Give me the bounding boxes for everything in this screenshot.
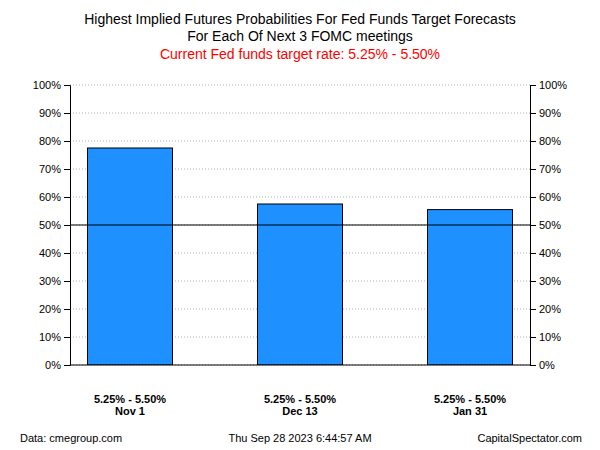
tick-label: 20% bbox=[539, 303, 561, 315]
tick: 80% bbox=[39, 135, 70, 147]
tick: 30% bbox=[39, 275, 70, 287]
tick-mark bbox=[64, 197, 70, 198]
tick-mark bbox=[530, 225, 536, 226]
tick-label: 10% bbox=[39, 331, 61, 343]
tick: 40% bbox=[39, 247, 70, 259]
tick-label: 30% bbox=[39, 275, 61, 287]
tick-mark bbox=[64, 141, 70, 142]
tick: 10% bbox=[530, 331, 561, 343]
tick: 30% bbox=[530, 275, 561, 287]
tick-label: 70% bbox=[539, 163, 561, 175]
tick-mark bbox=[530, 365, 536, 366]
tick-label: 90% bbox=[39, 107, 61, 119]
tick: 5.25% - 5.50%Jan 31 bbox=[434, 393, 506, 417]
tick-label: 50% bbox=[39, 219, 61, 231]
tick-mark bbox=[64, 253, 70, 254]
tick: 80% bbox=[530, 135, 561, 147]
tick-label: 60% bbox=[539, 191, 561, 203]
tick-mark bbox=[64, 281, 70, 282]
subtitle: Current Fed funds target rate: 5.25% - 5… bbox=[160, 46, 440, 62]
bar bbox=[428, 210, 513, 365]
tick: 70% bbox=[530, 163, 561, 175]
axis-line bbox=[70, 365, 530, 366]
tick: 40% bbox=[530, 247, 561, 259]
tick-mark bbox=[530, 141, 536, 142]
tick-mark bbox=[64, 337, 70, 338]
title: Highest Implied Futures Probabilities Fo… bbox=[84, 11, 516, 27]
tick-mark bbox=[530, 113, 536, 114]
y2-axis: 0% 10% 20% 30% 40% 50% 60% 70% 80% 90% 100% bbox=[530, 79, 567, 371]
bar bbox=[258, 204, 343, 365]
grid-line bbox=[70, 141, 530, 142]
category-target: 5.25% - 5.50% bbox=[94, 393, 166, 405]
credit: CapitalSpectator.com bbox=[477, 432, 582, 444]
tick: 70% bbox=[39, 163, 70, 175]
tick-label: 90% bbox=[539, 107, 561, 119]
tick-label: 70% bbox=[39, 163, 61, 175]
tick: 0% bbox=[530, 359, 555, 371]
grid bbox=[70, 85, 530, 365]
tick-mark bbox=[64, 309, 70, 310]
tick-mark bbox=[530, 197, 536, 198]
grid-line bbox=[70, 365, 530, 366]
tick: 100% bbox=[33, 79, 70, 91]
tick-label: Dec 13 bbox=[282, 405, 317, 417]
x-axis: 5.25% - 5.50%Nov 15.25% - 5.50%Dec 135.2… bbox=[70, 365, 530, 417]
tick-mark bbox=[64, 365, 70, 366]
tick-label: Nov 1 bbox=[115, 405, 145, 417]
tick: 60% bbox=[530, 191, 561, 203]
tick-mark bbox=[64, 113, 70, 114]
tick-mark bbox=[530, 253, 536, 254]
tick-label: 100% bbox=[539, 79, 567, 91]
tick: 50% bbox=[39, 219, 70, 231]
tick-mark bbox=[64, 169, 70, 170]
category-target: 5.25% - 5.50% bbox=[264, 393, 336, 405]
source: Data: cmegroup.com bbox=[20, 432, 122, 444]
tick: 60% bbox=[39, 191, 70, 203]
tick: 20% bbox=[530, 303, 561, 315]
tick-label: 100% bbox=[33, 79, 61, 91]
tick: 100% bbox=[530, 79, 567, 91]
tick-mark bbox=[64, 225, 70, 226]
tick-mark bbox=[530, 169, 536, 170]
tick: 10% bbox=[39, 331, 70, 343]
tick: 5.25% - 5.50%Nov 1 bbox=[94, 393, 166, 417]
tick: 90% bbox=[39, 107, 70, 119]
title-line2: For Each Of Next 3 FOMC meetings bbox=[187, 28, 413, 44]
grid-line bbox=[70, 225, 530, 226]
tick-label: 0% bbox=[45, 359, 61, 371]
tick-label: 20% bbox=[39, 303, 61, 315]
axis-line bbox=[531, 86, 537, 366]
tick-label: 10% bbox=[539, 331, 561, 343]
grid-line bbox=[70, 113, 530, 114]
tick-label: 40% bbox=[39, 247, 61, 259]
timestamp: Thu Sep 28 2023 6:44:57 AM bbox=[228, 432, 371, 444]
tick-mark bbox=[530, 281, 536, 282]
tick-label: 0% bbox=[539, 359, 555, 371]
grid-line bbox=[70, 85, 530, 86]
reference-line bbox=[70, 225, 530, 226]
tick-mark bbox=[64, 85, 70, 86]
tick-label: 80% bbox=[39, 135, 61, 147]
tick-mark bbox=[530, 85, 536, 86]
tick: 0% bbox=[45, 359, 70, 371]
tick-label: 30% bbox=[539, 275, 561, 287]
bar bbox=[88, 148, 173, 365]
category-target: 5.25% - 5.50% bbox=[434, 393, 506, 405]
tick-label: 50% bbox=[539, 219, 561, 231]
tick-label: 60% bbox=[39, 191, 61, 203]
tick: 5.25% - 5.50%Dec 13 bbox=[264, 393, 336, 417]
tick: 20% bbox=[39, 303, 70, 315]
tick-label: 40% bbox=[539, 247, 561, 259]
tick-mark bbox=[530, 337, 536, 338]
bars bbox=[88, 148, 513, 365]
tick: 90% bbox=[530, 107, 561, 119]
y-axis: 0% 10% 20% 30% 40% 50% 60% 70% 80% 90% 100% bbox=[33, 79, 71, 371]
tick-mark bbox=[530, 309, 536, 310]
axis-line bbox=[64, 86, 71, 366]
chart: Highest Implied Futures Probabilities Fo… bbox=[0, 0, 600, 450]
tick-label: 80% bbox=[539, 135, 561, 147]
tick-label: Jan 31 bbox=[453, 405, 487, 417]
tick: 50% bbox=[530, 219, 561, 231]
